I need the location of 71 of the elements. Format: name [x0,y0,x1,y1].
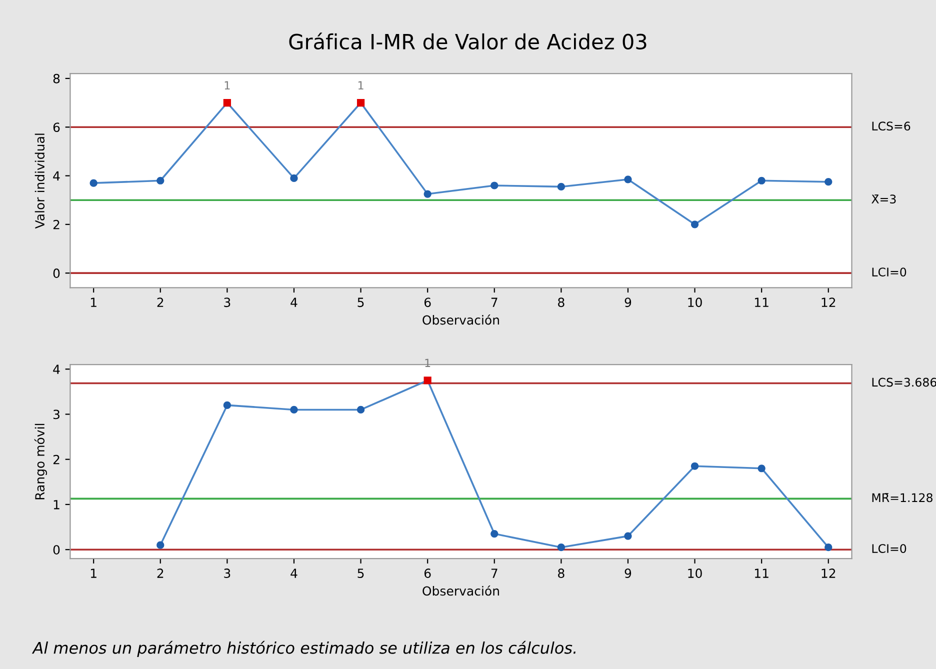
y-tick-label: 6 [53,122,60,132]
x-tick-label: 9 [624,568,632,578]
x-tick-label: 2 [157,298,164,307]
point [424,376,432,384]
x-tick-label: 2 [157,568,164,578]
y-tick-label: 3 [53,410,60,420]
annotation: 1 [358,81,364,90]
point [824,178,832,186]
point [356,406,365,414]
ref-line-label: LCI=0 [872,544,906,554]
point [690,220,699,228]
point [290,174,298,182]
x-tick-label: 11 [755,568,768,578]
x-tick-label: 12 [822,298,836,307]
x-tick-label: 4 [290,298,298,307]
y-tick-label: 0 [53,545,60,555]
point [758,176,766,184]
x-tick-label: 6 [424,298,431,308]
x-axis-title: Observación [422,314,499,325]
ref-line-label: LCI=0 [872,268,906,276]
x-tick-label: 7 [491,298,498,307]
point [690,462,699,470]
x-axis-title: Observación [422,585,499,596]
x-tick-label: 3 [224,568,230,578]
point [490,182,498,190]
chart-title: Gráfica I-MR de Valor de Acidez 03 [289,32,646,50]
x-tick-label: 10 [688,568,702,578]
point [90,179,98,187]
x-tick-label: 1 [90,568,96,578]
x-tick-label: 6 [424,568,431,578]
x-tick-label: 3 [224,298,230,308]
y-axis-title: Rango móvil [34,424,47,500]
x-tick-label: 8 [558,298,564,308]
x-tick-label: 4 [290,568,298,578]
y-tick-label: 4 [53,364,60,374]
x-tick-label: 1 [90,298,96,307]
x-tick-label: 12 [822,568,836,578]
y-tick-label: 0 [53,268,60,278]
ref-line-label: LCS=3.686 [872,378,936,387]
y-tick-label: 2 [53,220,60,230]
x-tick-label: 11 [755,298,768,307]
x-tick-label: 9 [624,298,632,308]
x-tick-label: 10 [688,298,702,308]
point [223,401,231,410]
point [156,176,164,184]
point [424,190,432,198]
point [624,532,632,540]
y-tick-label: 8 [53,74,60,84]
x-tick-label: 5 [358,568,364,578]
point [624,176,632,184]
point [156,541,164,549]
ref-line-label: LCS=6 [872,122,910,131]
point [223,98,231,107]
text: Al menos un parámetro histórico estimado se utiliza en los cálculos. [32,640,576,657]
x-tick-label: 8 [558,568,564,578]
point [824,544,832,552]
y-axis-title: Valor individual [34,134,45,229]
point [290,406,298,414]
ref-line-label: MR̄=1.128 [872,493,932,502]
annotation: 1 [224,81,230,90]
x-tick-label: 5 [358,298,364,308]
y-tick-label: 2 [53,454,60,464]
y-tick-label: 1 [54,500,60,510]
point [557,544,565,552]
point [557,182,565,191]
point [356,98,365,107]
x-tick-label: 7 [491,568,498,578]
ref-line-label: X̄=3 [872,194,896,204]
point [490,530,498,538]
point [758,464,766,472]
y-tick-label: 4 [53,171,60,181]
